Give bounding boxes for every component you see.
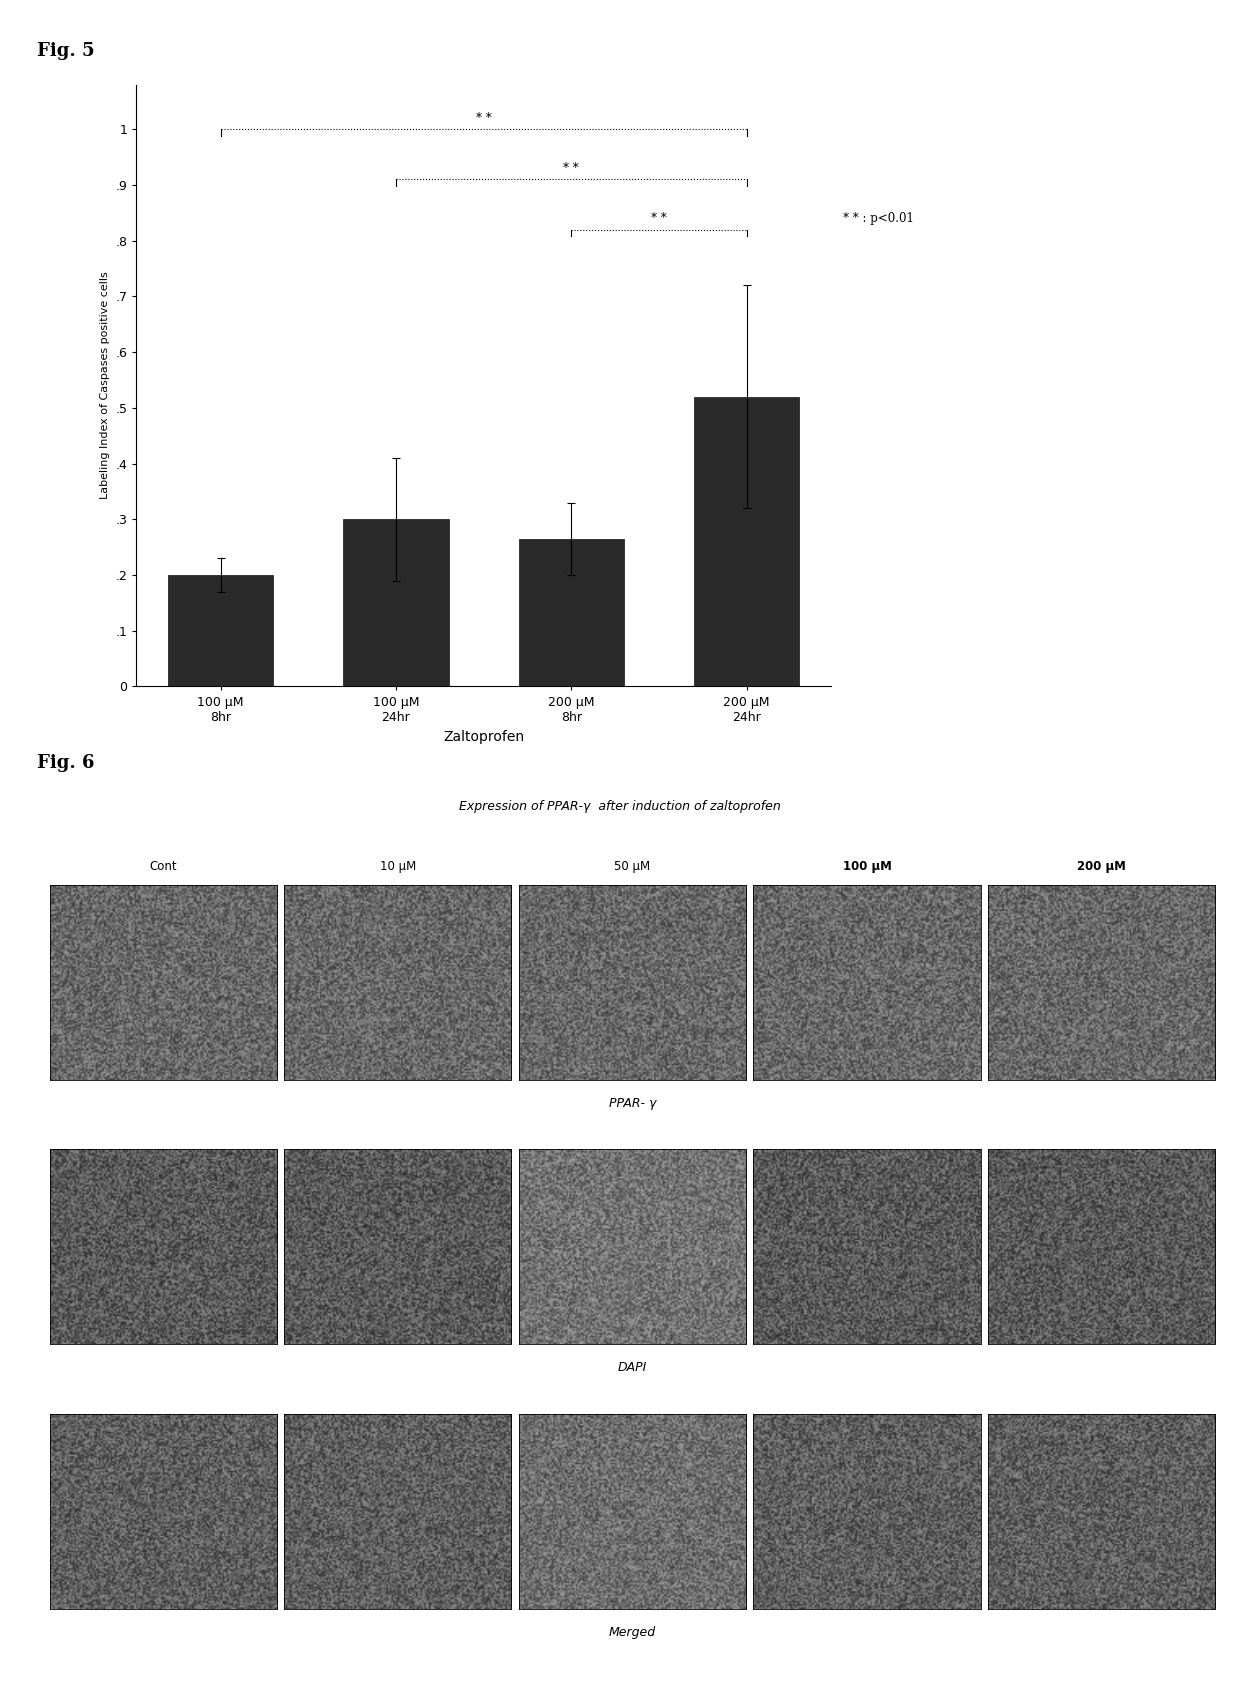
Text: 50 μM: 50 μM: [614, 859, 651, 873]
Bar: [694, 397, 800, 686]
Text: * *: * *: [651, 212, 667, 225]
Text: 10 μM: 10 μM: [379, 859, 415, 873]
Bar: [167, 575, 273, 686]
Text: Cont: Cont: [149, 859, 177, 873]
Text: * *: * *: [476, 112, 491, 125]
Bar: [518, 539, 624, 686]
Text: Merged: Merged: [609, 1626, 656, 1639]
Y-axis label: Labeling Index of Caspases positive cells: Labeling Index of Caspases positive cell…: [99, 271, 110, 500]
Bar: [343, 519, 449, 686]
X-axis label: Zaltoprofen: Zaltoprofen: [443, 731, 525, 744]
Text: Expression of PPAR-γ  after induction of zaltoprofen: Expression of PPAR-γ after induction of …: [459, 800, 781, 814]
Text: Fig. 5: Fig. 5: [37, 42, 94, 61]
Text: * *: * *: [563, 163, 579, 175]
Text: 100 μM: 100 μM: [842, 859, 892, 873]
Text: Fig. 6: Fig. 6: [37, 754, 94, 773]
Text: PPAR- γ: PPAR- γ: [609, 1097, 656, 1110]
Text: 200 μM: 200 μM: [1078, 859, 1126, 873]
Text: DAPI: DAPI: [618, 1361, 647, 1375]
Text: * * : p<0.01: * * : p<0.01: [843, 212, 914, 225]
